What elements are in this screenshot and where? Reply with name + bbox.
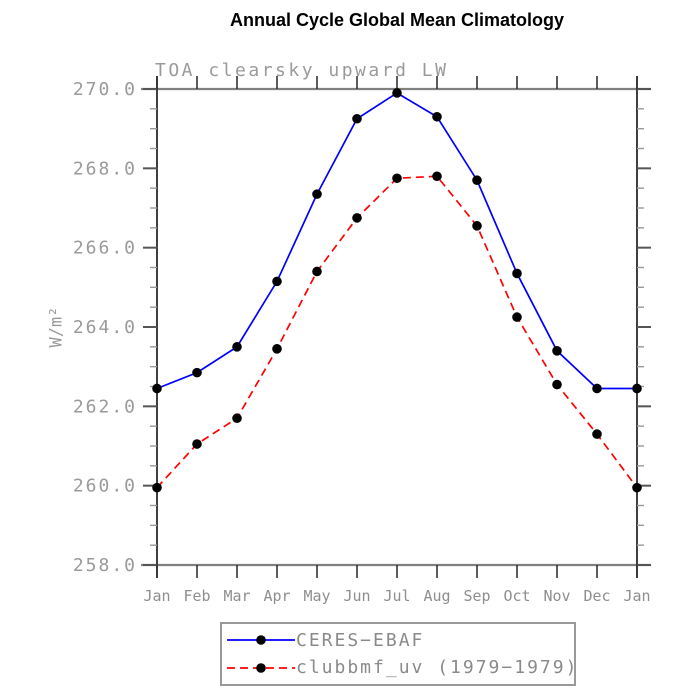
data-point-marker	[592, 429, 602, 439]
data-point-marker	[632, 482, 642, 493]
data-point-marker	[272, 344, 282, 354]
y-tick-label: 260.0	[73, 476, 137, 497]
data-point-marker	[152, 482, 162, 493]
x-tick-label: May	[303, 587, 330, 605]
data-point-marker	[392, 88, 402, 98]
y-tick-label: 266.0	[73, 238, 137, 259]
x-tick-label: Jan	[623, 587, 650, 605]
chart-subtitle: TOA clearsky upward LW	[155, 60, 449, 81]
x-tick-label: Dec	[583, 587, 610, 605]
data-point-marker	[632, 383, 642, 394]
x-tick-label: Nov	[543, 587, 570, 605]
data-point-marker	[592, 383, 602, 394]
x-tick-label: Mar	[223, 587, 250, 605]
x-tick-label: Oct	[503, 587, 530, 605]
data-point-marker	[272, 276, 282, 287]
series-line-solid	[156, 91, 637, 390]
data-point-marker	[512, 312, 522, 322]
y-tick-label: 258.0	[73, 555, 137, 576]
legend-item-ceres: CERES−EBAF	[226, 629, 574, 651]
y-tick-label: 268.0	[73, 158, 137, 179]
x-tick-label: Apr	[263, 587, 290, 605]
legend-item-clubbmf: clubbmf_uv (1979−1979)	[226, 657, 576, 679]
legend-solid-line-marker-icon	[227, 635, 295, 646]
y-tick-label: 264.0	[73, 317, 137, 338]
data-point-marker	[472, 175, 482, 186]
data-point-marker	[472, 221, 482, 231]
x-tick-label: Aug	[423, 587, 450, 605]
data-point-marker	[192, 439, 202, 449]
data-point-marker	[432, 171, 442, 182]
data-point-marker	[552, 346, 562, 356]
x-tick-label: Jul	[383, 587, 410, 605]
data-point-marker	[312, 266, 322, 277]
data-point-marker	[352, 113, 362, 124]
data-point-marker	[152, 383, 162, 394]
legend-label-ceres: CERES−EBAF	[296, 629, 425, 651]
data-point-marker	[432, 111, 442, 122]
data-point-marker	[392, 173, 402, 184]
data-point-marker	[232, 342, 242, 352]
data-point-marker	[192, 367, 202, 378]
x-tick-label: Sep	[463, 587, 490, 605]
data-point-marker	[552, 379, 562, 390]
y-tick-label: 262.0	[73, 396, 137, 417]
data-point-marker	[232, 413, 242, 424]
data-point-marker	[512, 268, 522, 279]
series-line-dashed	[156, 175, 638, 489]
x-tick-label: Jun	[343, 587, 370, 605]
legend-label-clubbmf: clubbmf_uv (1979−1979)	[296, 657, 579, 679]
x-tick-label: Feb	[183, 587, 210, 605]
y-tick-label: 270.0	[73, 79, 137, 100]
data-point-marker	[352, 213, 362, 223]
legend: CERES−EBAF clubbmf_uv (1979−1979)	[220, 622, 576, 686]
data-point-marker	[312, 189, 322, 199]
chart-title: Annual Cycle Global Mean Climatology	[229, 10, 565, 30]
legend-dashed-line-marker-icon	[227, 662, 295, 673]
x-tick-label: Jan	[143, 587, 170, 605]
